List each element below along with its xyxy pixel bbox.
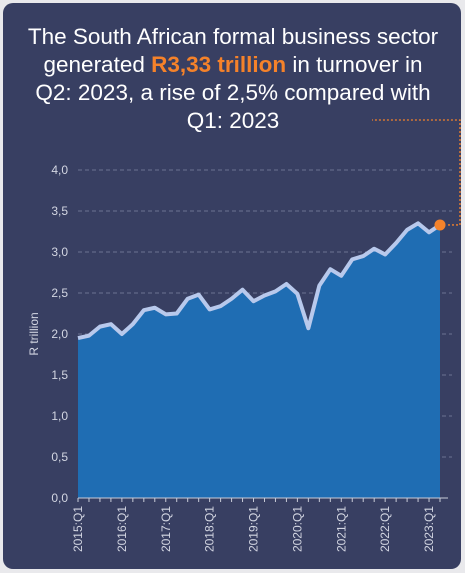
y-tick-label: 1,5	[51, 368, 68, 382]
data-point	[77, 337, 80, 340]
data-point	[384, 253, 387, 256]
headline-highlight: R3,33 trillion	[151, 52, 287, 77]
data-point	[164, 313, 167, 316]
y-tick-label: 4,0	[51, 163, 68, 177]
data-point	[208, 308, 211, 311]
data-point	[340, 274, 343, 277]
y-tick-label: 1,0	[51, 409, 68, 423]
data-point	[175, 312, 178, 315]
data-point	[307, 327, 310, 330]
data-point	[351, 258, 354, 261]
x-tick-label: 2019:Q1	[247, 506, 261, 552]
x-tick-label: 2020:Q1	[290, 506, 304, 552]
data-point	[186, 297, 189, 300]
highlight-connector	[372, 119, 461, 226]
y-axis-label: R trillion	[27, 312, 41, 355]
y-tick-label: 0,5	[51, 450, 68, 464]
data-point	[219, 305, 222, 308]
chart-headline: The South African formal business sector…	[23, 23, 443, 135]
data-point	[285, 282, 288, 285]
data-point	[252, 300, 255, 303]
data-point	[406, 228, 409, 231]
x-tick-label: 2018:Q1	[203, 506, 217, 552]
turnover-area	[78, 223, 440, 499]
data-point	[197, 293, 200, 296]
x-tick-label: 2017:Q1	[159, 506, 173, 552]
x-tick-label: 2015:Q1	[71, 506, 85, 552]
y-tick-label: 3,5	[51, 204, 68, 218]
data-point	[362, 255, 365, 258]
y-tick-label: 0,0	[51, 491, 68, 505]
y-tick-label: 2,0	[51, 327, 68, 341]
data-point	[274, 290, 277, 293]
data-point	[120, 333, 123, 336]
data-point	[87, 334, 90, 337]
data-point	[318, 284, 321, 287]
y-tick-label: 2,5	[51, 286, 68, 300]
x-tick-label: 2022:Q1	[378, 506, 392, 552]
data-point	[395, 241, 398, 244]
data-point	[142, 309, 145, 312]
data-point	[263, 294, 266, 297]
headline-text-part2: in turnover in Q2: 2023, a rise of 2,5% …	[35, 52, 431, 133]
turnover-line	[77, 221, 442, 341]
headline-text-part1: The South African formal business sector…	[27, 24, 439, 77]
data-point	[153, 306, 156, 309]
data-point	[109, 323, 112, 326]
data-point	[373, 247, 376, 250]
data-point	[296, 292, 299, 295]
x-tick-label: 2023:Q1	[422, 506, 436, 552]
y-tick-label: 3,0	[51, 245, 68, 259]
data-point	[417, 222, 420, 225]
data-point	[131, 323, 134, 326]
data-point	[241, 288, 244, 291]
x-tick-label: 2021:Q1	[334, 506, 348, 552]
data-point	[230, 297, 233, 300]
highlight-point	[434, 219, 446, 231]
data-point	[329, 268, 332, 271]
data-point	[98, 325, 101, 328]
x-tick-label: 2016:Q1	[115, 506, 129, 552]
data-point	[428, 231, 431, 234]
